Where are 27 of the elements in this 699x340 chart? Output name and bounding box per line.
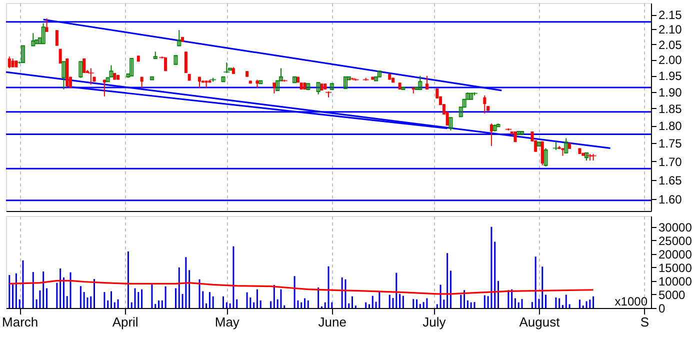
y-tick-label: 1.90 [658,85,682,100]
x-tick-label: May [214,314,240,330]
y-axis-title: x1000 [614,294,648,308]
x-tick-label: March [2,314,38,330]
x-tick-label: August [519,314,560,330]
y-tick-label: 1.85 [658,102,682,116]
y-tick-label: 20000 [658,247,692,262]
y-tick-label: 1.95 [658,69,682,84]
x-tick-label: July [422,314,446,330]
y-tick-label: 10000 [658,274,692,288]
y-tick-label: 1.70 [658,154,682,169]
y-tick-label: 5000 [658,288,686,302]
y-tick-label: 25000 [658,234,692,248]
y-tick-label: 2.00 [658,53,682,68]
x-tick-label: S [640,314,650,330]
y-tick-label: 15000 [658,260,692,275]
y-tick-label: 2.15 [658,8,682,22]
x-tick-label: June [318,314,346,330]
y-tick-label: 2.10 [658,22,682,37]
y-tick-label: 30000 [658,220,692,234]
y-tick-label: 0 [658,302,666,316]
y-tick-label: 1.65 [658,173,682,188]
y-tick-label: 1.60 [658,192,682,207]
y-tick-label: 1.80 [658,119,682,134]
y-tick-label: 2.05 [658,38,682,52]
y-tick-label: 1.75 [658,136,682,151]
x-tick-label: April [112,314,138,330]
